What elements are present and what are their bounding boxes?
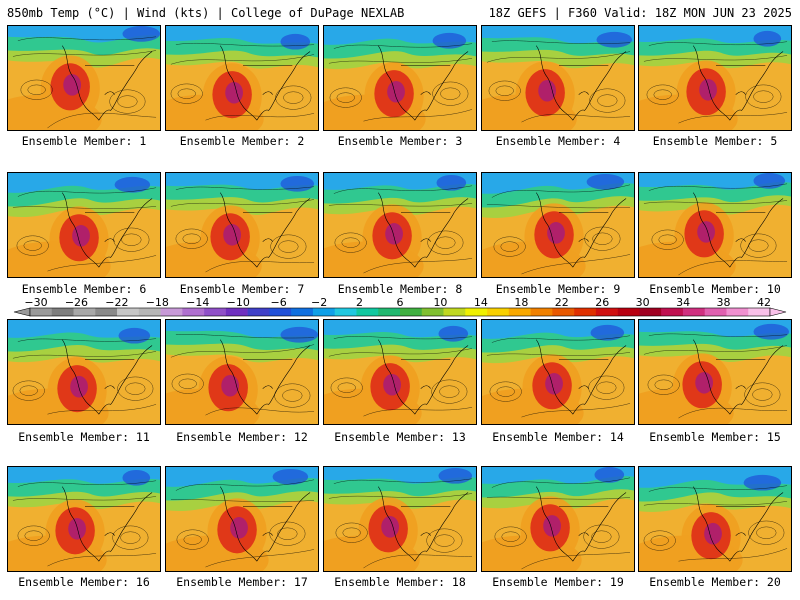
ensemble-member-label: Ensemble Member: 7 (179, 282, 305, 296)
ensemble-member-map (323, 172, 477, 278)
ensemble-member-map (7, 172, 161, 278)
ensemble-member-map (165, 466, 319, 572)
colorbar-tick-label: 38 (717, 296, 731, 309)
colorbar-segment (95, 308, 118, 316)
colorbar-tick-label: 6 (397, 296, 404, 309)
colorbar-tick-label: −6 (271, 296, 287, 309)
ensemble-member-label: Ensemble Member: 19 (492, 575, 624, 589)
ensemble-member-map (481, 172, 635, 278)
colorbar-segment (487, 308, 510, 316)
ensemble-member-map (323, 25, 477, 131)
ensemble-member-label: Ensemble Member: 12 (176, 430, 308, 444)
ensemble-member-label: Ensemble Member: 14 (492, 430, 624, 444)
ensemble-member-label: Ensemble Member: 15 (649, 430, 781, 444)
ensemble-member-map (481, 25, 635, 131)
colorbar-tick-label: −30 (24, 296, 47, 309)
colorbar-tick-label: 10 (433, 296, 447, 309)
ensemble-member-label: Ensemble Member: 20 (649, 575, 781, 589)
colorbar-max-arrow (769, 307, 787, 317)
colorbar-segment (682, 308, 706, 316)
ensemble-member-map (7, 466, 161, 572)
colorbar-segment (748, 308, 771, 316)
colorbar-tick-label: 42 (757, 296, 771, 309)
colorbar-tick-label: 30 (636, 296, 650, 309)
colorbar-segment (356, 308, 379, 316)
ensemble-member-label: Ensemble Member: 11 (18, 430, 150, 444)
colorbar-segment (661, 308, 684, 316)
colorbar-segment (639, 308, 662, 316)
temperature-colorbar: −30 −26 −22 −18 −14 −10 −6 −2 2 6 10 14 18 22 26 30 34 38… (13, 296, 787, 317)
colorbar-segment (225, 308, 248, 316)
ensemble-member-map (7, 319, 161, 425)
colorbar-segment (30, 308, 53, 316)
colorbar-tick-label: 18 (514, 296, 528, 309)
colorbar-min-arrow (13, 307, 31, 317)
colorbar-segment (182, 308, 205, 316)
colorbar-segment (421, 308, 444, 316)
colorbar-segment (726, 308, 749, 316)
colorbar-segment (465, 308, 488, 316)
colorbar-segment (508, 308, 531, 316)
colorbar-segment (73, 308, 96, 316)
colorbar-segment (574, 308, 597, 316)
ensemble-member-label: Ensemble Member: 5 (652, 134, 778, 148)
ensemble-member-map (323, 466, 477, 572)
colorbar-segment (334, 308, 357, 316)
colorbar-segment (247, 308, 270, 316)
colorbar-segment (530, 308, 553, 316)
ensemble-member-map (323, 319, 477, 425)
ensemble-member-map (481, 319, 635, 425)
colorbar-tick-label: 26 (595, 296, 609, 309)
colorbar-tick-label: −26 (65, 296, 88, 309)
colorbar-segment (617, 308, 640, 316)
ensemble-member-map (638, 319, 792, 425)
colorbar-tick-label: −10 (227, 296, 250, 309)
colorbar-tick-label: −14 (186, 296, 209, 309)
colorbar-tick-label: −18 (146, 296, 169, 309)
colorbar-segment (269, 308, 292, 316)
colorbar-segment (51, 308, 74, 316)
model-run-info: 18Z GEFS | F360 Valid: 18Z MON JUN 23 20… (488, 6, 792, 20)
ensemble-member-label: Ensemble Member: 4 (495, 134, 621, 148)
colorbar-tick-label: 14 (474, 296, 488, 309)
chart-title: 850mb Temp (°C) | Wind (kts) | College o… (7, 6, 405, 20)
colorbar-segment (312, 308, 336, 316)
colorbar-segment (595, 308, 618, 316)
ensemble-member-label: Ensemble Member: 6 (21, 282, 147, 296)
colorbar-segment (400, 308, 423, 316)
colorbar-segment (204, 308, 227, 316)
ensemble-member-label: Ensemble Member: 2 (179, 134, 305, 148)
colorbar-segment (704, 308, 727, 316)
ensemble-member-map (638, 466, 792, 572)
ensemble-member-label: Ensemble Member: 16 (18, 575, 150, 589)
colorbar-segment (443, 308, 466, 316)
ensemble-member-label: Ensemble Member: 3 (337, 134, 463, 148)
colorbar-segment (378, 308, 401, 316)
colorbar-segment (291, 308, 314, 316)
ensemble-member-map (481, 466, 635, 572)
ensemble-member-map (638, 172, 792, 278)
ensemble-member-map (7, 25, 161, 131)
ensemble-member-label: Ensemble Member: 10 (649, 282, 781, 296)
ensemble-member-label: Ensemble Member: 18 (334, 575, 466, 589)
colorbar-tick-label: 22 (555, 296, 569, 309)
colorbar-segment (117, 308, 140, 316)
ensemble-member-map (165, 172, 319, 278)
ensemble-member-map (638, 25, 792, 131)
ensemble-member-label: Ensemble Member: 9 (495, 282, 621, 296)
ensemble-member-label: Ensemble Member: 17 (176, 575, 308, 589)
ensemble-member-map (165, 25, 319, 131)
colorbar-segment (138, 308, 161, 316)
ensemble-member-map (165, 319, 319, 425)
colorbar-segment (160, 308, 183, 316)
colorbar-tick-label: −22 (105, 296, 128, 309)
colorbar-tick-label: −2 (311, 296, 327, 309)
colorbar-tick-label: 2 (356, 296, 363, 309)
ensemble-member-label: Ensemble Member: 1 (21, 134, 147, 148)
ensemble-member-label: Ensemble Member: 8 (337, 282, 463, 296)
colorbar-tick-label: 34 (676, 296, 690, 309)
ensemble-member-label: Ensemble Member: 13 (334, 430, 466, 444)
colorbar-segment (552, 308, 575, 316)
